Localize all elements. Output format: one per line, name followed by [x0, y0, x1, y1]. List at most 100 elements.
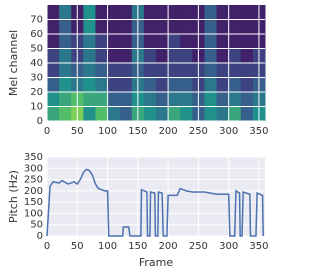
heatmap-cell: [204, 63, 218, 78]
heatmap-cell: [216, 34, 230, 49]
heatmap-cell: [228, 63, 242, 78]
heatmap-cell: [95, 19, 109, 35]
heatmap-cell: [204, 19, 218, 35]
heatmap-cell: [119, 34, 133, 49]
y-tick-label: 50: [30, 220, 43, 231]
x-tick-label: 0: [44, 241, 50, 252]
heatmap-cell: [143, 63, 157, 78]
heatmap-cell: [168, 63, 181, 78]
x-axis-label: Frame: [139, 256, 174, 269]
y-tick-label: 300: [24, 163, 43, 174]
heatmap-cell: [47, 48, 60, 64]
y-tick-label: 150: [24, 197, 43, 208]
y-tick-label: 50: [30, 44, 43, 55]
heatmap-cell: [204, 48, 218, 64]
heatmap-cell: [107, 77, 121, 93]
heatmap-cell: [168, 48, 181, 64]
x-tick-label: 200: [159, 126, 178, 137]
heatmap-cell: [107, 106, 121, 122]
heatmap-cell: [228, 92, 242, 107]
x-tick-label: 150: [128, 241, 147, 252]
heatmap-cell: [143, 34, 157, 49]
heatmap-cell: [47, 106, 60, 122]
y-tick-label: 350: [24, 152, 43, 163]
heatmap-cell: [83, 63, 96, 78]
y-tick-label: 30: [30, 73, 43, 84]
heatmap-cell: [119, 92, 133, 107]
heatmap-cell: [47, 34, 60, 49]
heatmap-cell: [156, 48, 169, 64]
heatmap-cell: [240, 106, 254, 122]
heatmap-cell: [216, 77, 230, 93]
heatmap-cell: [119, 106, 133, 122]
heatmap-cell: [143, 48, 157, 64]
heatmap-cell: [95, 5, 109, 20]
heatmap-cell: [180, 77, 193, 93]
heatmap-cell: [59, 48, 72, 64]
pitch-line: [46, 168, 264, 237]
heatmap-cell: [59, 63, 72, 78]
heatmap-cell: [107, 48, 121, 64]
heatmap-cell: [47, 19, 60, 35]
heatmap-cell: [107, 19, 121, 35]
y-tick-label: 100: [24, 208, 43, 219]
x-tick-label: 50: [71, 126, 84, 137]
heatmap-cell: [216, 48, 230, 64]
heatmap-cell: [216, 106, 230, 122]
heatmap-cell: [228, 48, 242, 64]
heatmap-cell: [107, 63, 121, 78]
heatmap-cell: [156, 92, 169, 107]
heatmap-cell: [228, 77, 242, 93]
heatmap-cell: [143, 92, 157, 107]
x-tick-label: 350: [249, 241, 268, 252]
x-tick-label: 100: [98, 241, 117, 252]
heatmap-cell: [168, 92, 181, 107]
heatmap-cell: [143, 19, 157, 35]
heatmap-cell: [204, 5, 218, 20]
heatmap-cell: [240, 34, 254, 49]
heatmap-cell: [240, 77, 254, 93]
heatmap-cell: [95, 106, 109, 122]
heatmap-cell: [240, 63, 254, 78]
heatmap-cell: [143, 5, 157, 20]
y-tick-label: 10: [30, 102, 43, 113]
heatmap-cell: [119, 19, 133, 35]
heatmap-cell: [143, 77, 157, 93]
heatmap-cell: [95, 34, 109, 49]
heatmap-cell: [119, 63, 133, 78]
heatmap-cell: [168, 34, 181, 49]
y-tick-label: 40: [30, 58, 43, 69]
heatmap-cell: [83, 19, 96, 35]
y-axis-label: Mel channel: [7, 30, 20, 96]
heatmap-cell: [180, 106, 193, 122]
x-tick-label: 100: [98, 126, 117, 137]
heatmap-cell: [156, 19, 169, 35]
y-axis-label: Pitch (Hz): [7, 170, 20, 223]
x-tick-label: 0: [44, 126, 50, 137]
heatmap-cell: [228, 106, 242, 122]
heatmap-cell: [59, 92, 72, 107]
heatmap-cell: [228, 34, 242, 49]
heatmap-cell: [180, 92, 193, 107]
heatmap-cell: [83, 48, 96, 64]
heatmap-cell: [156, 106, 169, 122]
heatmap-cell: [95, 48, 109, 64]
heatmap-cell: [156, 34, 169, 49]
heatmap-cell: [180, 5, 193, 20]
heatmap-cell: [59, 5, 72, 20]
heatmap-cell: [204, 77, 218, 93]
heatmap-cell: [95, 63, 109, 78]
y-tick-label: 250: [24, 175, 43, 186]
heatmap-cell: [156, 77, 169, 93]
heatmap-cell: [47, 63, 60, 78]
heatmap-cell: [119, 5, 133, 20]
heatmap-cell: [107, 92, 121, 107]
heatmap-cell: [180, 34, 193, 49]
x-tick-label: 150: [128, 126, 147, 137]
heatmap-cell: [168, 77, 181, 93]
y-tick-label: 60: [30, 29, 43, 40]
y-tick-label: 0: [37, 231, 43, 242]
heatmap-cell: [168, 19, 181, 35]
figure: 0 50 100 150 200 250 300 350010203040506070Mel …: [7, 5, 268, 269]
heatmap-cell: [216, 19, 230, 35]
